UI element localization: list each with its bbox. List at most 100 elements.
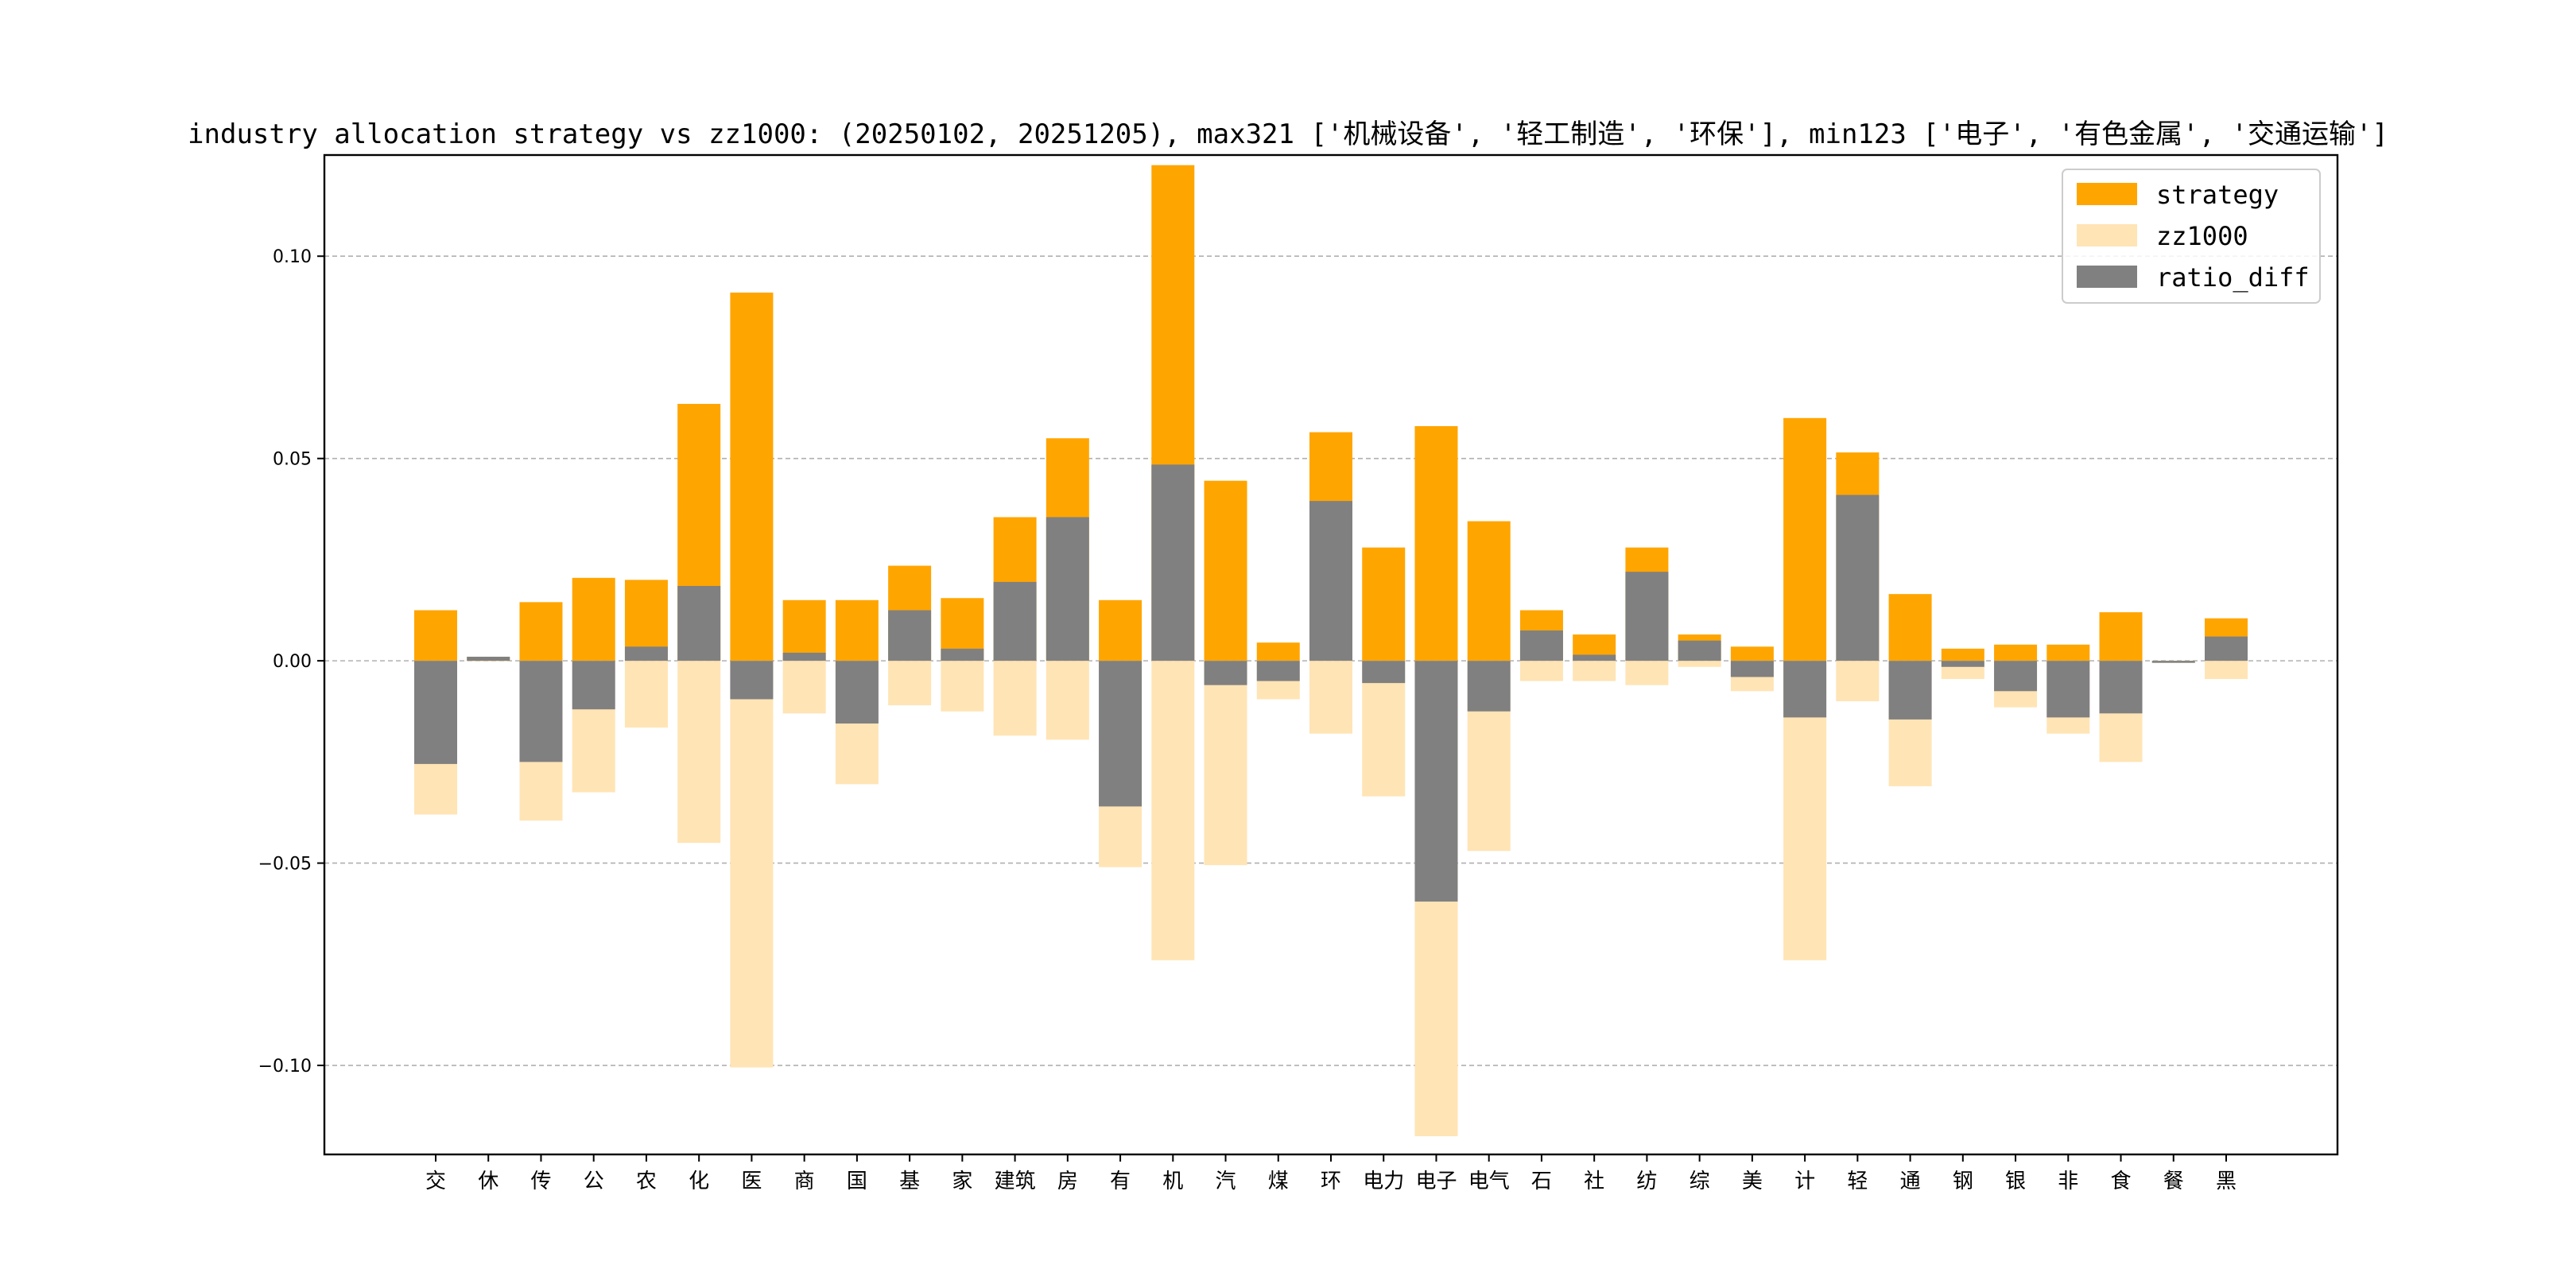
legend: strategy zz1000 ratio_diff xyxy=(2062,169,2321,304)
legend-swatch-ratio-diff xyxy=(2077,266,2137,288)
bar-ratio-diff xyxy=(624,646,668,661)
y-axis-ticks: −0.10 −0.05 0.00 0.05 0.10 xyxy=(258,247,324,1077)
bar-zz1000 xyxy=(1046,661,1089,740)
legend-label-ratio-diff: ratio_diff xyxy=(2156,262,2310,293)
x-tick-label: 家 xyxy=(952,1170,972,1193)
bar-zz1000 xyxy=(1573,661,1616,681)
bar-strategy xyxy=(1362,547,1406,661)
y-tick-label: −0.05 xyxy=(258,855,312,875)
bar-strategy xyxy=(572,577,615,661)
x-tick-label: 房 xyxy=(1057,1170,1078,1193)
bar-strategy xyxy=(1099,599,1143,661)
bar-zz1000 xyxy=(1678,661,1721,667)
bar-ratio-diff xyxy=(730,661,774,700)
bar-strategy xyxy=(519,602,563,661)
x-tick-label: 煤 xyxy=(1268,1170,1289,1193)
bar-zz1000 xyxy=(1362,661,1406,797)
bar-ratio-diff xyxy=(677,585,721,661)
x-tick-label: 电子 xyxy=(1415,1170,1457,1193)
bar-strategy xyxy=(1256,642,1300,661)
bar-strategy xyxy=(2099,612,2143,661)
x-tick-label: 银 xyxy=(2005,1170,2026,1193)
x-tick-label: 计 xyxy=(1794,1170,1815,1193)
bar-ratio-diff xyxy=(941,648,984,661)
bar-strategy xyxy=(1730,646,1774,661)
bar-zz1000 xyxy=(1836,661,1880,702)
x-tick-label: 汽 xyxy=(1216,1170,1236,1193)
bar-strategy xyxy=(414,610,457,661)
bar-ratio-diff xyxy=(1836,495,1880,661)
bar-zz1000 xyxy=(1625,661,1669,685)
bar-ratio-diff xyxy=(414,661,457,764)
bar-ratio-diff xyxy=(1414,661,1458,902)
bar-strategy xyxy=(1783,417,1827,661)
x-tick-label: 农 xyxy=(636,1170,657,1193)
x-tick-label: 化 xyxy=(689,1170,709,1193)
x-tick-label: 传 xyxy=(530,1170,551,1193)
bars xyxy=(414,165,2248,1137)
bar-ratio-diff xyxy=(1204,661,1247,685)
x-tick-label: 纺 xyxy=(1636,1170,1657,1193)
bar-ratio-diff xyxy=(1467,661,1511,712)
x-tick-label: 医 xyxy=(741,1170,762,1193)
x-tick-label: 建筑 xyxy=(995,1170,1036,1193)
bar-ratio-diff xyxy=(2205,636,2248,661)
bar-ratio-diff xyxy=(1678,640,1721,661)
bar-strategy xyxy=(1941,648,1984,661)
bar-strategy xyxy=(835,599,879,661)
bar-ratio-diff xyxy=(1783,661,1827,718)
legend-swatch-strategy xyxy=(2077,183,2137,205)
bar-strategy xyxy=(1994,644,2038,661)
bar-zz1000 xyxy=(888,661,932,706)
x-tick-label: 通 xyxy=(1900,1170,1921,1193)
x-tick-label: 公 xyxy=(584,1170,604,1193)
x-tick-label: 餐 xyxy=(2163,1170,2184,1193)
x-axis-ticks: 交 休 传 公 农 化 医 商 国 基 家建筑房 有 机 汽 煤 环电力 电子 电气石 社 纺 综 美 计 轻 通 钢 银 非 食 餐 黑 xyxy=(425,1154,2237,1193)
x-tick-label: 机 xyxy=(1162,1170,1183,1193)
bar-ratio-diff xyxy=(1099,661,1143,807)
bar-ratio-diff xyxy=(1309,501,1352,661)
x-tick-label: 电气 xyxy=(1468,1170,1510,1193)
bar-ratio-diff xyxy=(1256,661,1300,681)
bar-strategy xyxy=(730,293,774,661)
bar-zz1000 xyxy=(993,661,1037,736)
y-tick-label: 0.05 xyxy=(273,450,312,470)
bar-ratio-diff xyxy=(2046,661,2090,718)
y-tick-label: 0.10 xyxy=(273,247,312,267)
bar-ratio-diff xyxy=(993,581,1037,661)
bar-zz1000 xyxy=(1519,661,1563,681)
bar-ratio-diff xyxy=(1625,572,1669,661)
x-tick-label: 美 xyxy=(1742,1170,1763,1193)
y-tick-label: −0.10 xyxy=(258,1057,312,1077)
bar-ratio-diff xyxy=(1046,517,1089,661)
bar-strategy xyxy=(782,599,826,661)
bar-zz1000 xyxy=(782,661,826,714)
bar-ratio-diff xyxy=(1573,654,1616,661)
bar-ratio-diff xyxy=(782,652,826,661)
x-tick-label: 交 xyxy=(425,1170,446,1193)
bar-zz1000 xyxy=(1204,661,1247,866)
bar-ratio-diff xyxy=(1888,661,1932,720)
bar-ratio-diff xyxy=(1151,464,1195,661)
bar-ratio-diff xyxy=(572,661,615,710)
x-tick-label: 商 xyxy=(794,1170,815,1193)
x-tick-label: 休 xyxy=(478,1170,499,1193)
bar-zz1000 xyxy=(677,661,721,844)
bar-strategy xyxy=(1888,594,1932,661)
bar-zz1000 xyxy=(941,661,984,712)
bar-strategy xyxy=(1467,521,1511,661)
x-tick-label: 社 xyxy=(1584,1170,1604,1193)
x-tick-label: 黑 xyxy=(2216,1170,2237,1193)
x-tick-label: 国 xyxy=(847,1170,867,1193)
bar-strategy xyxy=(1414,425,1458,661)
bar-ratio-diff xyxy=(1362,661,1406,684)
bar-ratio-diff xyxy=(2099,661,2143,714)
x-tick-label: 轻 xyxy=(1847,1170,1868,1193)
bar-ratio-diff xyxy=(519,661,563,762)
bar-zz1000 xyxy=(2205,661,2248,680)
x-tick-label: 石 xyxy=(1531,1170,1552,1193)
bar-ratio-diff xyxy=(467,657,510,661)
x-tick-label: 综 xyxy=(1690,1170,1710,1193)
bar-ratio-diff xyxy=(888,610,932,661)
